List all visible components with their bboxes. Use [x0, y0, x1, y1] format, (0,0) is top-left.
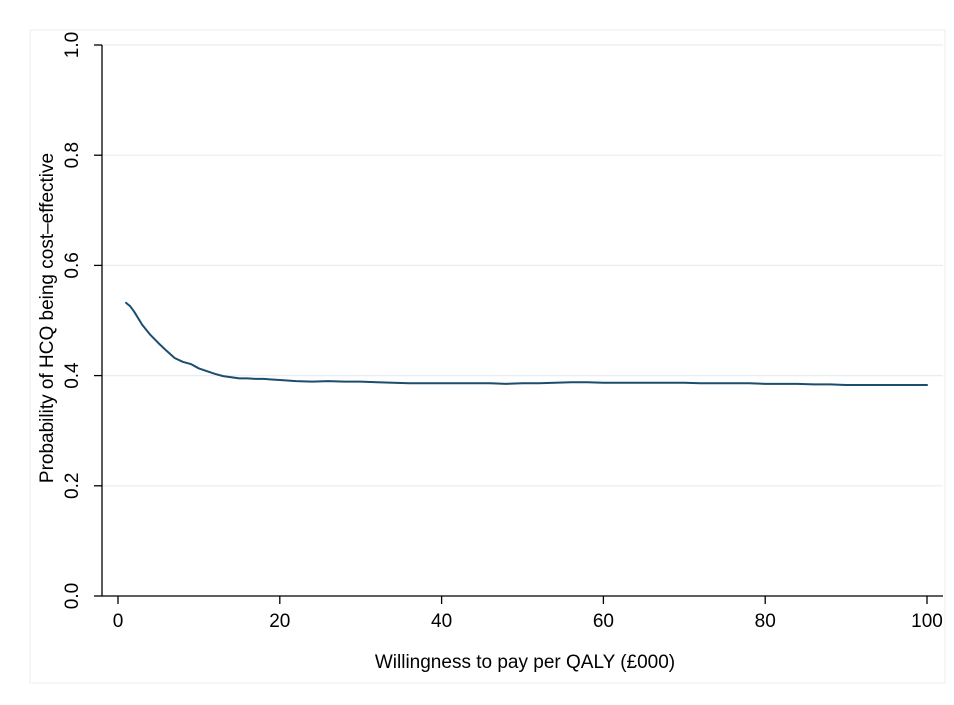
series-group: [125, 301, 928, 386]
y-tick-label: 1.0: [62, 32, 83, 58]
y-axis: 0.0 0.2 0.4 0.6 0.8 1.0: [62, 32, 103, 609]
plot-area: [102, 45, 943, 596]
x-axis-title: Willingness to pay per QALY (£000): [375, 652, 675, 673]
y-tick-label: 0.6: [62, 252, 83, 278]
y-tick-label: 0.4: [62, 362, 83, 389]
y-axis-title: Probability of HCQ being cost–effective: [37, 153, 58, 483]
grid-lines: [102, 44, 943, 597]
x-tick-label: 60: [593, 611, 614, 632]
x-tick-label: 0: [113, 611, 124, 632]
y-tick-label: 0.8: [62, 142, 83, 168]
y-tick-label: 0.0: [62, 583, 83, 609]
x-tick-label: 40: [431, 611, 452, 632]
x-tick-label: 20: [269, 611, 290, 632]
series-line: [125, 301, 928, 386]
x-axis: 0 20 40 60 80 100: [102, 595, 943, 632]
x-tick-label: 100: [911, 611, 943, 632]
y-tick-label: 0.2: [62, 473, 83, 499]
x-tick-label: 80: [755, 611, 776, 632]
